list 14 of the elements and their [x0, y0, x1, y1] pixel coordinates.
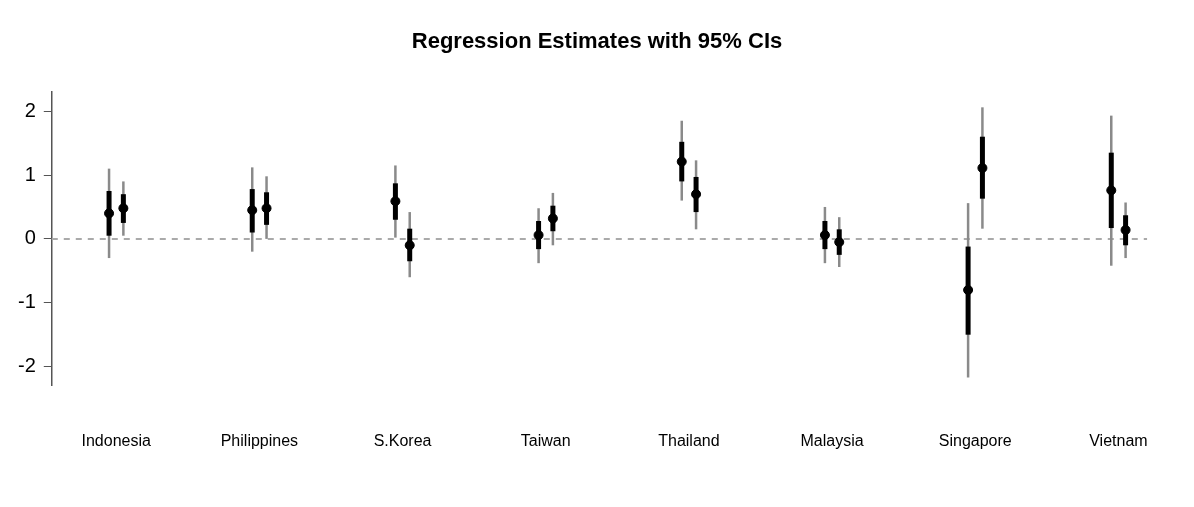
- x-tick-label: Taiwan: [520, 431, 571, 449]
- y-tick-label: -2: [17, 354, 36, 377]
- x-tick-label: Indonesia: [81, 431, 152, 449]
- x-tick-label: Singapore: [938, 431, 1012, 449]
- x-tick-label: Vietnam: [1089, 431, 1148, 449]
- x-tick-label: Thailand: [658, 431, 720, 449]
- x-tick-label: Malaysia: [800, 431, 864, 449]
- x-tick-label: Philippines: [220, 431, 299, 449]
- chart-title: Regression Estimates with 95% CIs: [410, 28, 784, 54]
- x-tick-label: S.Korea: [373, 431, 432, 449]
- y-tick-label: -1: [17, 290, 36, 313]
- y-tick-label: 1: [24, 162, 36, 185]
- y-tick-label: 2: [24, 98, 36, 121]
- y-tick-label: 0: [24, 226, 36, 249]
